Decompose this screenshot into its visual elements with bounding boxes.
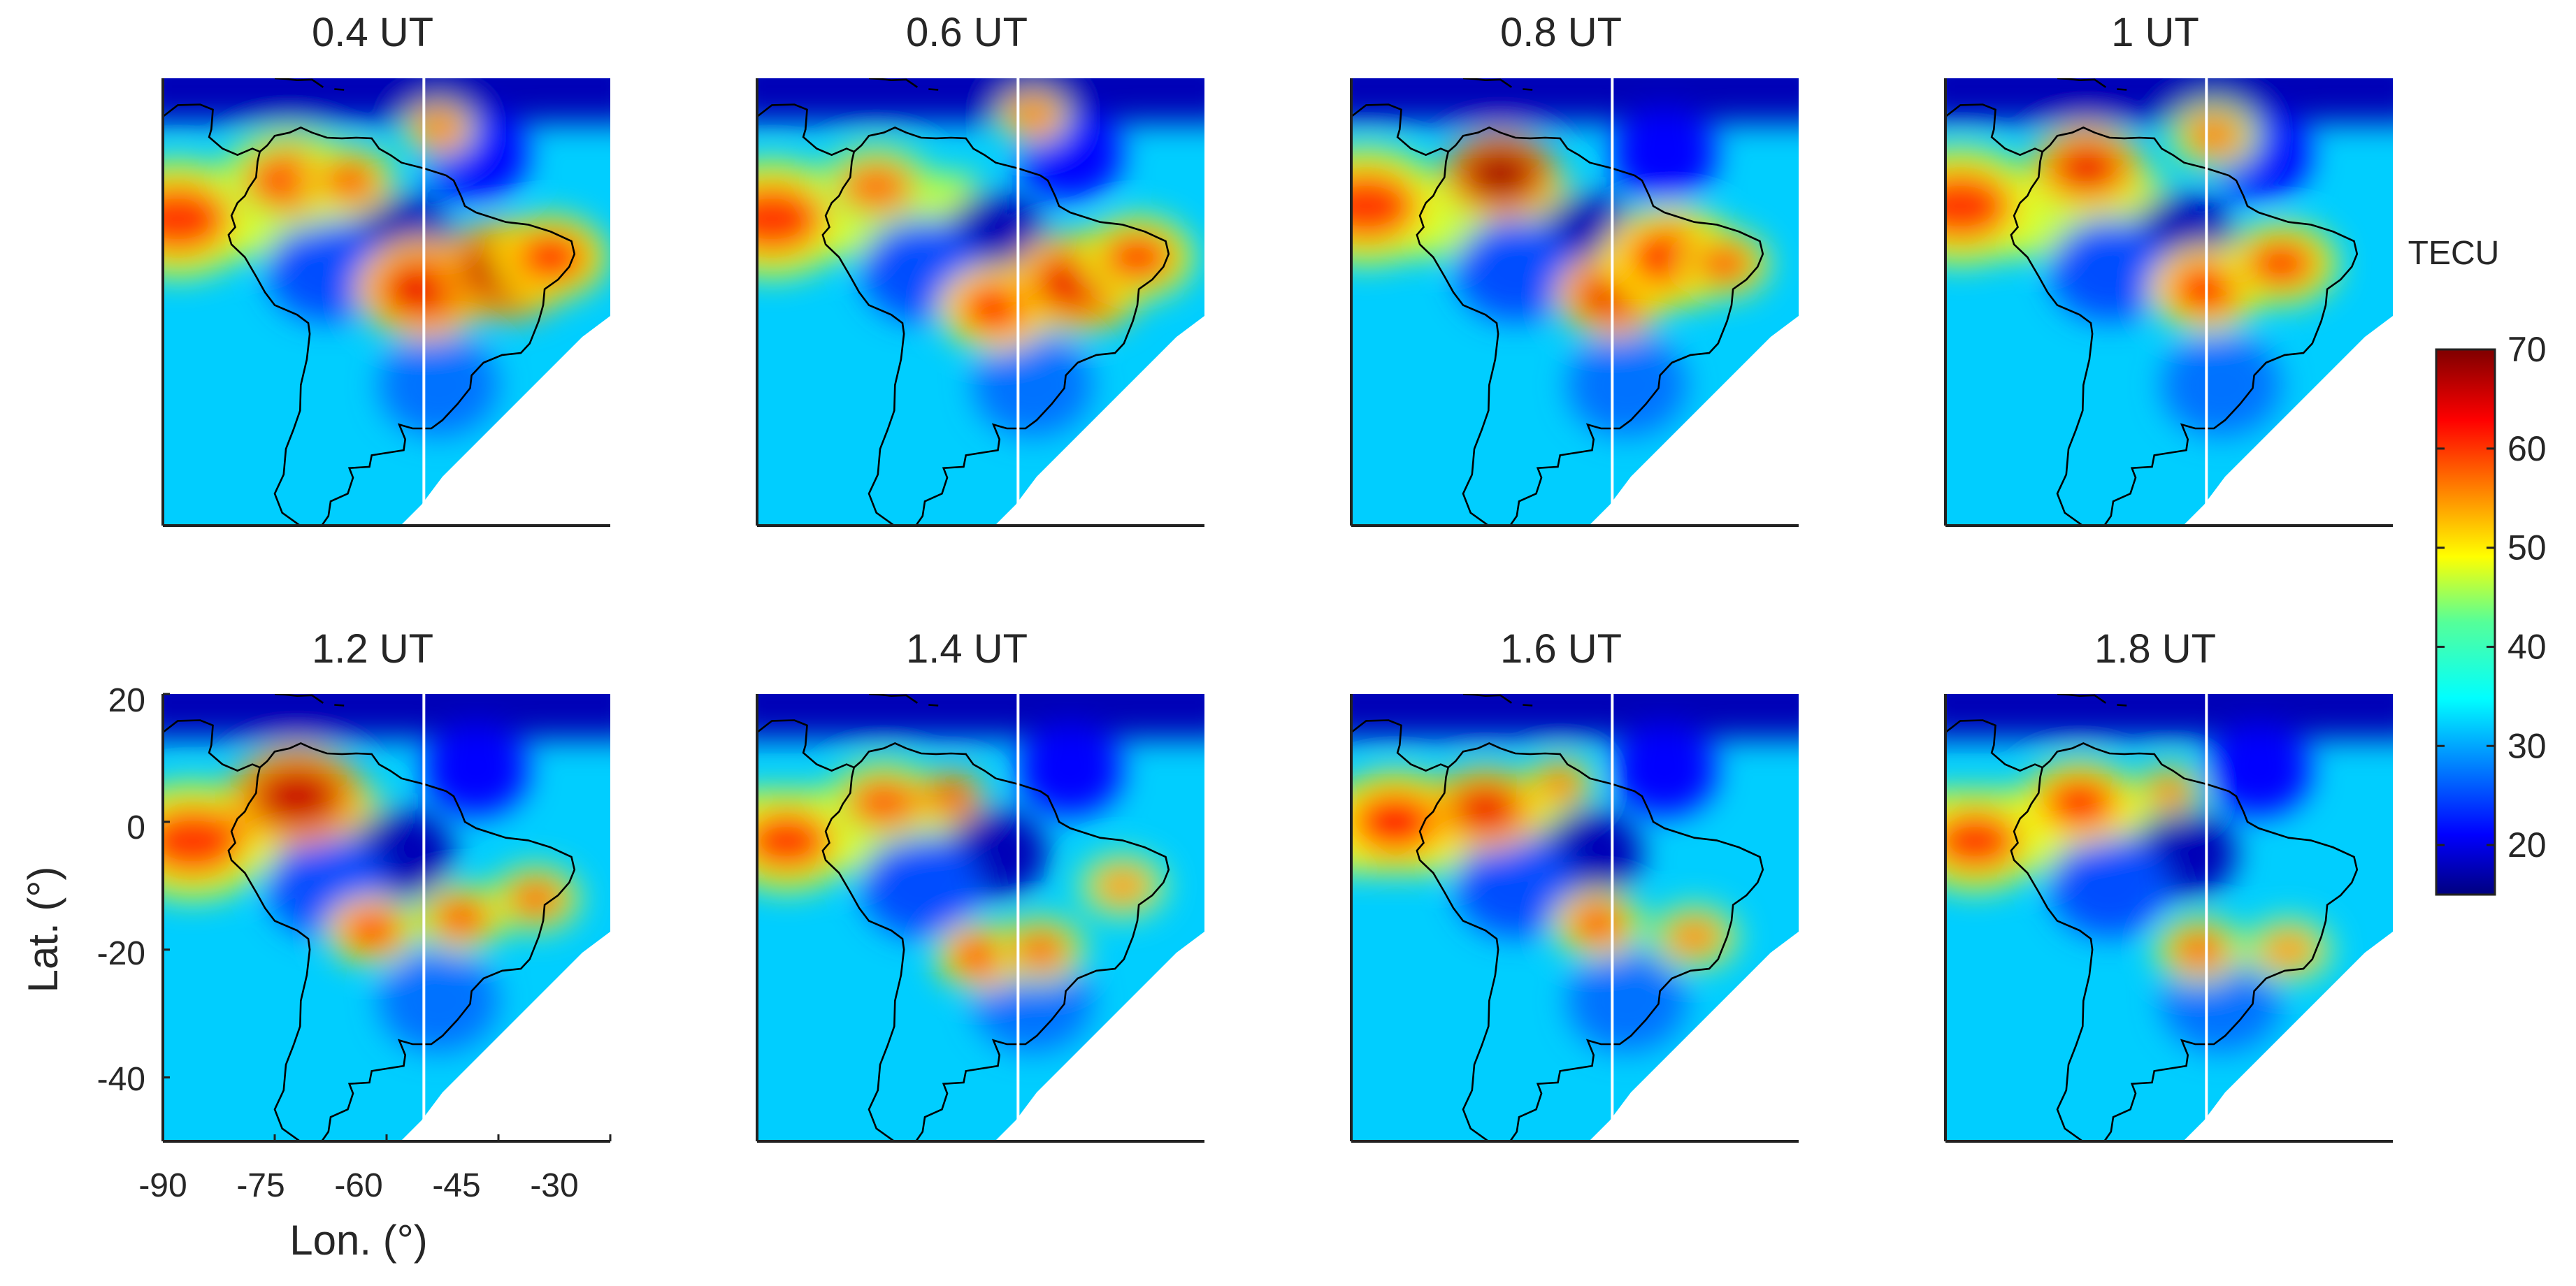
tec-field: [163, 694, 610, 1141]
y-tick-label: 0: [127, 809, 145, 846]
tec-panel-6: [756, 694, 1204, 1143]
tec-panel-3: [1350, 78, 1799, 527]
tec-panel-2: [756, 78, 1204, 527]
coastline: [1945, 719, 2043, 772]
colorbar-tick-label: 50: [2507, 528, 2547, 568]
panel-title-4: 1 UT: [2111, 10, 2199, 55]
coastline: [274, 694, 324, 704]
x-tick-label: -60: [334, 1167, 382, 1204]
coastline: [1945, 103, 2043, 157]
coastline: [2010, 126, 2359, 526]
tec-field: [163, 78, 610, 526]
y-tick-label: -20: [97, 935, 145, 972]
tec-field: [1945, 78, 2393, 526]
colorbar-tick-label: 40: [2507, 627, 2547, 666]
panel-title-8: 1.8 UT: [2094, 626, 2216, 672]
y-axis-label: Lat. (°): [20, 867, 66, 993]
coastline: [1462, 694, 1513, 704]
coastline: [928, 88, 939, 91]
coastline: [821, 742, 1170, 1141]
tec-field: [1351, 694, 1799, 1141]
x-tick-labels: -90 -75 -60 -45 -30: [138, 1167, 578, 1204]
y-tick-label: -40: [97, 1061, 145, 1098]
colorbar: TECU 70 60 50 40 30 20: [2408, 235, 2547, 896]
x-tick-label: -90: [138, 1167, 187, 1204]
tec-panel-4: [1944, 78, 2393, 527]
colorbar-tick-label: 60: [2507, 429, 2547, 468]
coastline: [1523, 88, 1533, 91]
coastline: [1462, 78, 1513, 88]
panel-title-2: 0.6 UT: [906, 10, 1028, 55]
colorbar-tick-label: 20: [2507, 825, 2547, 865]
coastline: [757, 103, 855, 157]
panel-title-1: 0.4 UT: [312, 10, 433, 55]
coastline: [2117, 704, 2127, 707]
tec-field: [757, 694, 1204, 1141]
coastline: [1523, 704, 1533, 707]
tec-field: [1945, 694, 2393, 1141]
coastline: [757, 719, 855, 772]
coastline: [1351, 719, 1449, 772]
tec-field: [1351, 78, 1799, 526]
coastline: [1416, 742, 1764, 1141]
tec-field: [757, 78, 1204, 526]
coastline: [227, 126, 576, 526]
coastline: [1416, 126, 1764, 526]
x-tick-label: -75: [236, 1167, 285, 1204]
colorbar-tick-label: 30: [2507, 726, 2547, 765]
coastline: [2057, 78, 2107, 88]
coastline: [2010, 742, 2359, 1141]
colorbar-tick-label: 70: [2507, 330, 2547, 369]
tec-panel-7: [1350, 694, 1799, 1143]
panel-titles: 0.4 UT 0.6 UT 0.8 UT 1 UT 1.2 UT 1.4 UT …: [312, 10, 2216, 672]
coastline: [163, 103, 261, 157]
y-tick-labels: 20 0 -20 -40: [97, 682, 145, 1098]
tec-panel-1: [161, 78, 610, 527]
coastline: [163, 719, 261, 772]
coastline: [1351, 103, 1449, 157]
x-tick-label: -30: [530, 1167, 578, 1204]
coastline: [334, 704, 345, 707]
colorbar-label: TECU: [2408, 235, 2500, 272]
coastline: [928, 704, 939, 707]
coastline: [2117, 88, 2127, 91]
coastline: [868, 694, 919, 704]
tec-panel-5: [161, 693, 612, 1143]
coastline: [334, 88, 345, 91]
coastline: [2057, 694, 2107, 704]
tec-panel-8: [1944, 694, 2393, 1143]
y-tick-label: 20: [108, 682, 145, 719]
panel-title-5: 1.2 UT: [312, 626, 433, 672]
coastline: [227, 742, 576, 1141]
colorbar-gradient: [2435, 348, 2496, 896]
x-tick-label: -45: [432, 1167, 480, 1204]
coastline: [821, 126, 1170, 526]
panel-title-6: 1.4 UT: [906, 626, 1028, 672]
coastline: [274, 78, 324, 88]
x-axis-label: Lon. (°): [289, 1217, 427, 1264]
coastline: [868, 78, 919, 88]
panel-title-7: 1.6 UT: [1500, 626, 1622, 672]
panel-title-3: 0.8 UT: [1500, 10, 1622, 55]
